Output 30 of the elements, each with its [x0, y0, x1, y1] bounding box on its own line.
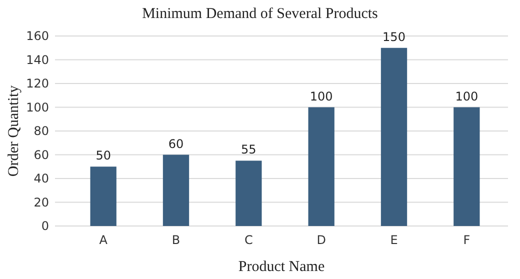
- data-label: 50: [96, 148, 111, 163]
- x-tick-label: E: [390, 233, 398, 247]
- x-tick-label: D: [316, 233, 326, 247]
- bar: [162, 154, 190, 226]
- x-axis-title: Product Name: [238, 259, 325, 275]
- y-tick-label: 160: [26, 29, 49, 44]
- bar: [380, 48, 408, 226]
- data-label: 55: [241, 142, 256, 157]
- y-tick-label: 100: [26, 100, 49, 114]
- y-axis-title: Order Quantity: [6, 84, 22, 177]
- x-tick-label: B: [172, 233, 180, 247]
- x-tick-label: F: [463, 233, 470, 247]
- x-tick-label: C: [244, 233, 253, 247]
- data-label: 100: [310, 89, 333, 104]
- bar: [454, 107, 480, 226]
- chart-title: Minimum Demand of Several Products: [142, 6, 378, 22]
- data-label: 60: [168, 136, 184, 151]
- y-tick-label: 80: [34, 124, 49, 138]
- y-tick-label: 0: [41, 219, 49, 234]
- data-label: 150: [382, 30, 406, 44]
- data-label: 100: [455, 89, 478, 104]
- y-tick-label: 140: [26, 52, 49, 67]
- y-tick-label: 120: [26, 76, 49, 91]
- bar: [90, 166, 116, 226]
- y-tick-label: 20: [34, 195, 49, 210]
- y-tick-label: 40: [34, 172, 49, 186]
- bar: [308, 107, 334, 226]
- bar: [236, 160, 262, 226]
- y-tick-label: 60: [34, 148, 49, 162]
- x-tick-label: A: [99, 233, 108, 247]
